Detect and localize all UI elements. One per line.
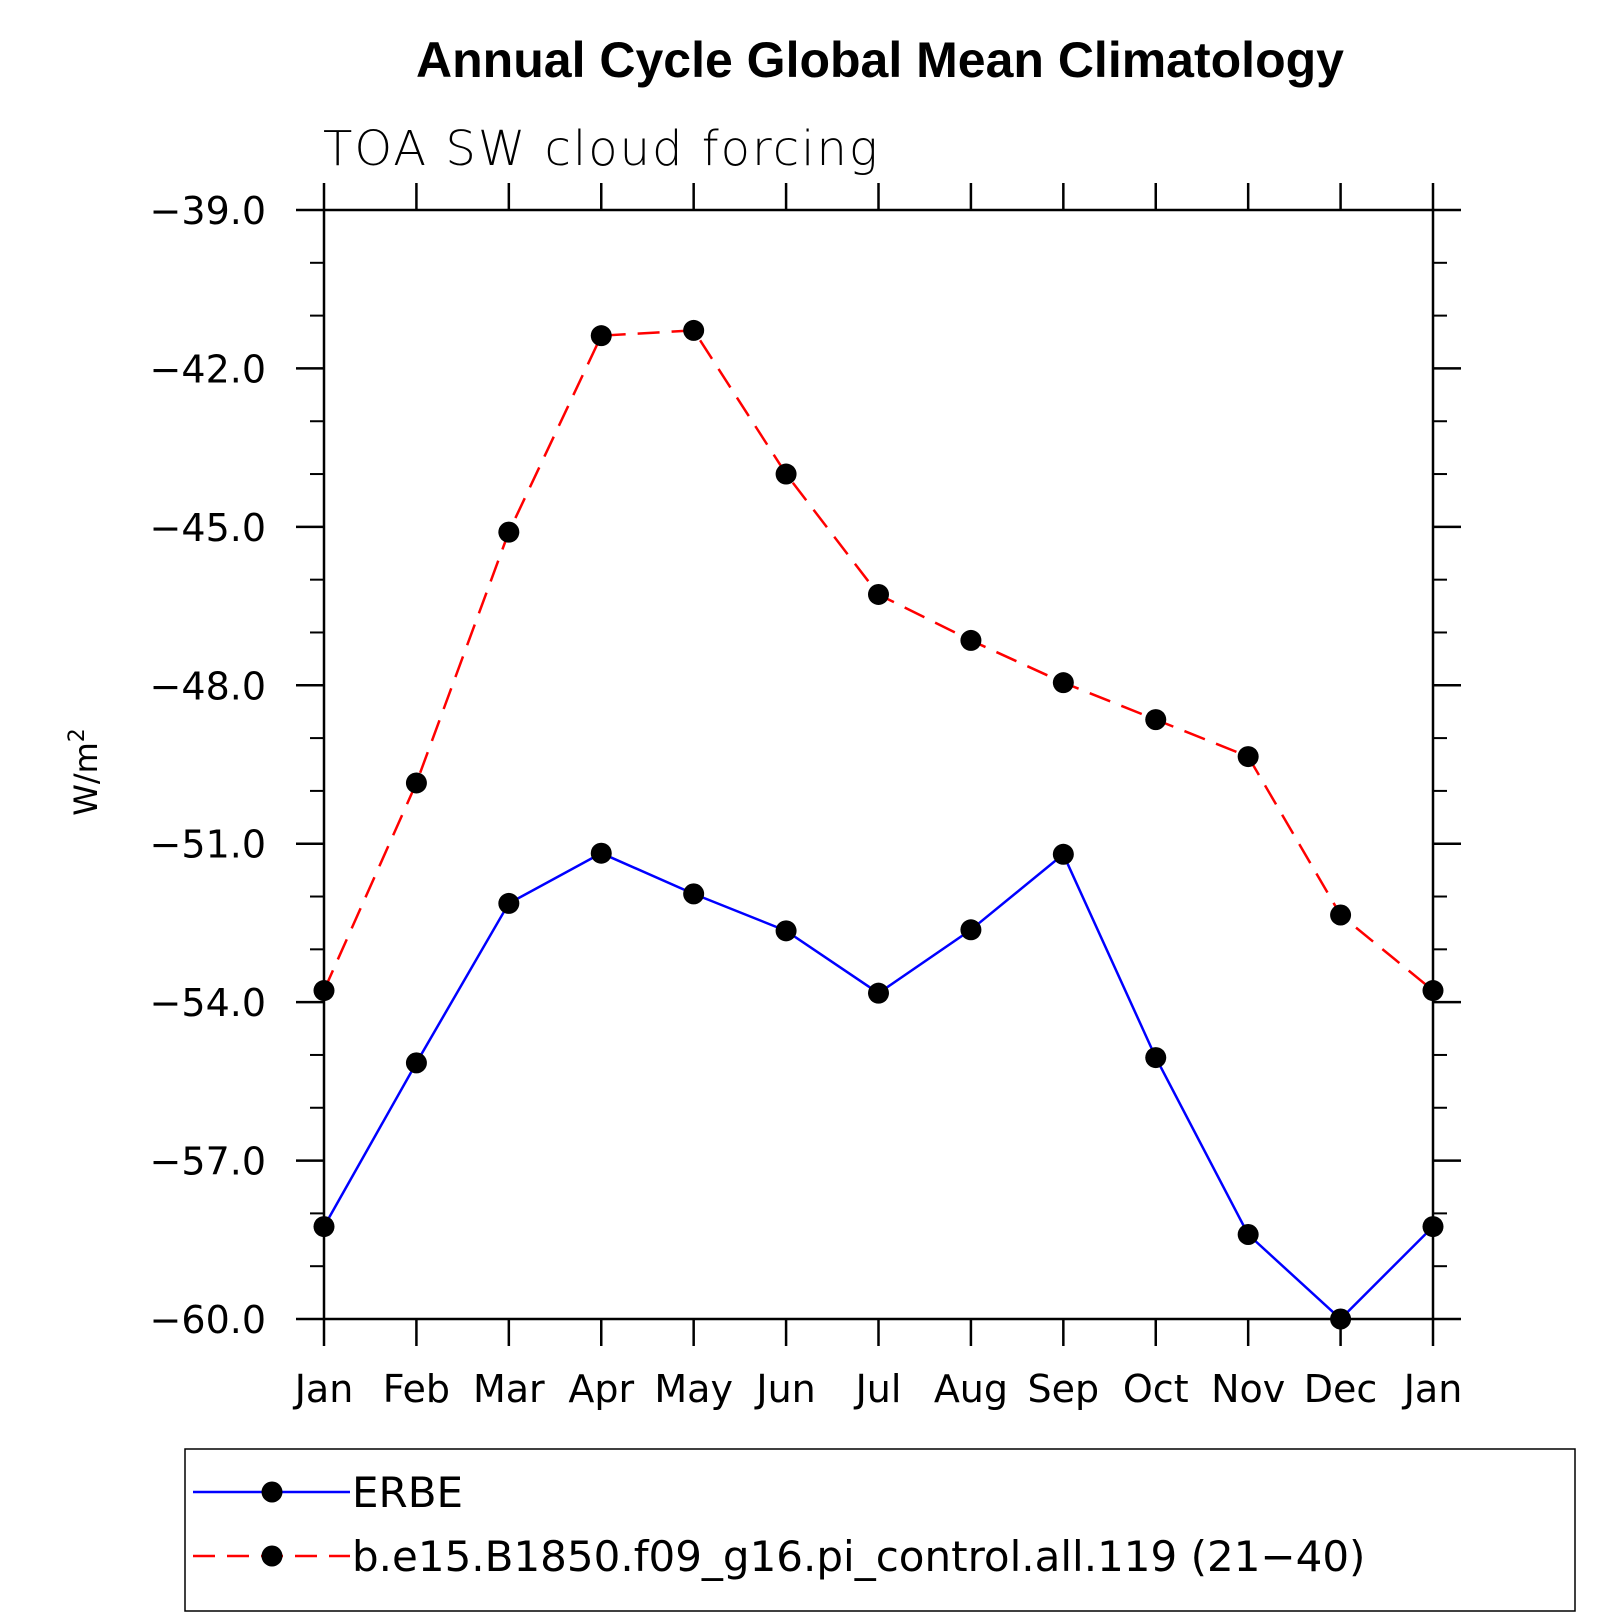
data-point-series-0 <box>1237 1224 1259 1246</box>
legend-label-0: ERBE <box>352 1468 463 1517</box>
legend-label-1: b.e15.B1850.f09_g16.pi_control.all.119 (… <box>352 1532 1365 1581</box>
legend-box <box>184 1448 1576 1612</box>
x-tick-label: Apr <box>568 1367 634 1411</box>
y-tick-label: −60.0 <box>150 1298 266 1342</box>
data-point-series-1 <box>1237 746 1259 768</box>
x-tick-label: Feb <box>383 1367 450 1411</box>
data-point-series-0 <box>313 1216 335 1238</box>
data-point-series-1 <box>405 772 427 794</box>
legend-marker-0 <box>261 1481 283 1503</box>
x-tick-label: May <box>654 1367 733 1411</box>
y-tick-label: −42.0 <box>150 347 266 391</box>
data-point-series-0 <box>1052 843 1074 865</box>
data-point-series-1 <box>590 325 612 347</box>
data-point-series-1 <box>775 463 797 485</box>
chart-subtitle: TOA SW cloud forcing <box>323 121 880 177</box>
series-line-0 <box>322 851 1434 1321</box>
x-tick-label: Jul <box>854 1367 902 1411</box>
axis-ticks <box>296 183 1461 1346</box>
data-point-series-0 <box>405 1052 427 1074</box>
y-tick-label: −45.0 <box>150 506 266 550</box>
series-points <box>313 319 1444 1330</box>
x-tick-label: Jan <box>1402 1367 1463 1411</box>
x-tick-label: Mar <box>473 1367 545 1411</box>
y-tick-label: −54.0 <box>150 981 266 1025</box>
x-tick-label: Nov <box>1211 1367 1285 1411</box>
y-axis-label-superscript: 2 <box>65 728 90 742</box>
x-tick-label: Dec <box>1304 1367 1378 1411</box>
y-axis-label: W/m <box>67 742 105 816</box>
plot-frame <box>322 208 1435 1321</box>
data-point-series-1 <box>313 980 335 1002</box>
data-point-series-1 <box>498 521 520 543</box>
x-tick-label: Jan <box>293 1367 354 1411</box>
svg-text:W/m2: W/m2 <box>65 728 105 816</box>
y-tick-label: −51.0 <box>150 823 266 867</box>
data-point-series-0 <box>775 920 797 942</box>
y-tick-label: −57.0 <box>150 1140 266 1184</box>
data-point-series-1 <box>868 583 889 605</box>
data-point-series-0 <box>1145 1047 1167 1069</box>
data-point-series-0 <box>960 919 982 941</box>
data-point-series-1 <box>1330 904 1352 926</box>
x-tick-label: Sep <box>1028 1367 1100 1411</box>
data-point-series-0 <box>1330 1308 1352 1330</box>
data-point-series-0 <box>1422 1216 1444 1238</box>
y-tick-label: −48.0 <box>150 664 266 708</box>
data-point-series-1 <box>1422 980 1444 1002</box>
plot-axes <box>322 208 1435 1321</box>
data-point-series-1 <box>683 319 705 341</box>
x-tick-label: Oct <box>1123 1367 1189 1411</box>
y-tick-label: −39.0 <box>150 189 266 233</box>
x-tick-label: Jun <box>754 1367 815 1411</box>
legend-marker-1 <box>261 1545 283 1567</box>
series-lines <box>322 329 1434 1321</box>
data-point-series-0 <box>868 982 889 1004</box>
data-point-series-0 <box>590 842 612 864</box>
x-tick-label: Aug <box>934 1367 1008 1411</box>
y-axis-title: W/m2 <box>65 728 105 816</box>
series-line-1 <box>322 329 1434 992</box>
data-point-series-1 <box>1145 709 1167 731</box>
data-point-series-0 <box>498 892 520 914</box>
chart-title: Annual Cycle Global Mean Climatology <box>416 32 1344 88</box>
axis-tick-labels: Jan Feb Mar Apr May Jun Jul Aug Sep Oct Nov Dec Jan−… <box>150 189 1463 1411</box>
data-point-series-1 <box>960 629 982 651</box>
legend: ERBE b.e15.B1850.f09_g16.pi_control.all.1… <box>184 1448 1576 1612</box>
legend-entries: ERBE b.e15.B1850.f09_g16.pi_control.all.1… <box>193 1468 1365 1581</box>
data-point-series-1 <box>1052 672 1074 694</box>
data-point-series-0 <box>683 883 705 905</box>
